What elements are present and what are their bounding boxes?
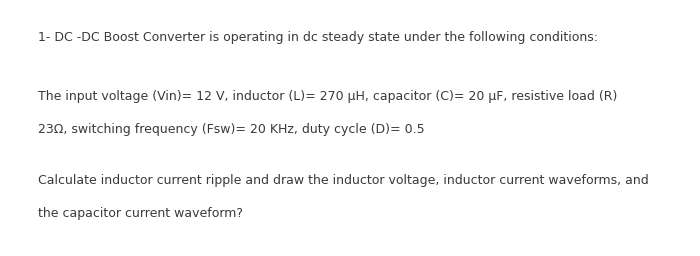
- Text: 1- DC -DC Boost Converter is operating in dc steady state under the following co: 1- DC -DC Boost Converter is operating i…: [38, 31, 598, 44]
- Text: The input voltage (Vin)= 12 V, inductor (L)= 270 μH, capacitor (C)= 20 μF, resis: The input voltage (Vin)= 12 V, inductor …: [38, 90, 618, 103]
- Text: Calculate inductor current ripple and draw the inductor voltage, inductor curren: Calculate inductor current ripple and dr…: [38, 174, 650, 187]
- Text: the capacitor current waveform?: the capacitor current waveform?: [38, 207, 244, 220]
- Text: 23Ω, switching frequency (Fsw)= 20 KHz, duty cycle (D)= 0.5: 23Ω, switching frequency (Fsw)= 20 KHz, …: [38, 123, 425, 136]
